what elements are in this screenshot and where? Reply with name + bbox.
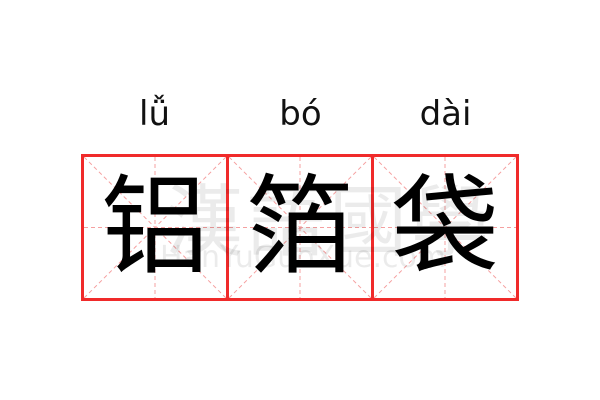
character-cell: 袋 [371, 157, 516, 298]
character-cell: 箔 [226, 157, 371, 298]
character-2: 箔 [245, 164, 354, 290]
guide-lines [374, 157, 516, 298]
pinyin-1: lǚ [139, 94, 170, 134]
pinyin-3: dài [419, 94, 472, 134]
character-1: 铝 [100, 164, 209, 290]
character-grid: 铝 箔 袋 [81, 154, 519, 301]
character-3: 袋 [390, 164, 499, 290]
guide-lines [229, 157, 371, 298]
character-cell: 铝 [84, 157, 226, 298]
pinyin-2: bó [279, 94, 322, 134]
guide-lines [84, 157, 226, 298]
